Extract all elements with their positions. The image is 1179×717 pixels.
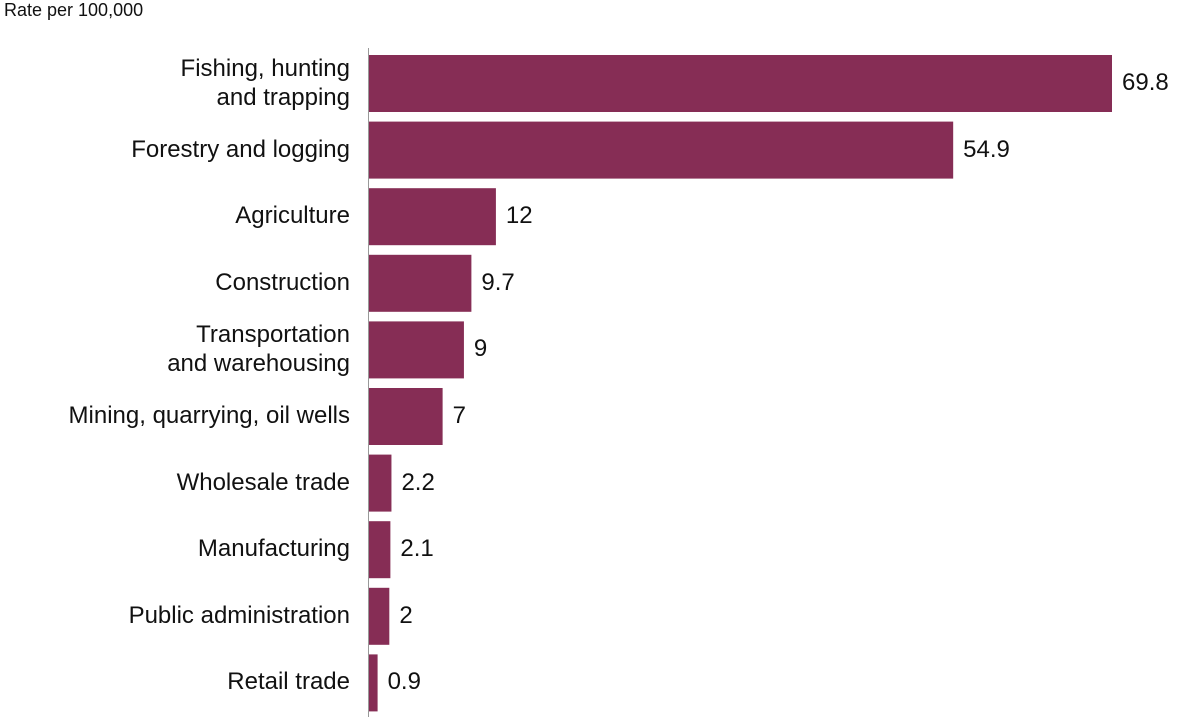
category-label: Public administration xyxy=(128,601,350,629)
value-label: 0.9 xyxy=(387,668,421,696)
category-label: Fishing, hunting and trapping xyxy=(180,54,350,111)
value-label: 2.1 xyxy=(400,535,434,563)
bar xyxy=(369,388,443,445)
category-label: Forestry and logging xyxy=(131,135,350,163)
category-label: Mining, quarrying, oil wells xyxy=(68,402,350,430)
value-label: 7 xyxy=(452,402,466,430)
category-label: Retail trade xyxy=(227,668,350,696)
bar xyxy=(369,587,390,645)
bar xyxy=(369,121,954,179)
category-label: Manufacturing xyxy=(197,535,350,563)
value-label: 9.7 xyxy=(481,268,515,296)
value-label: 9 xyxy=(473,335,488,363)
value-label: 2.2 xyxy=(401,468,435,496)
category-label: Wholesale trade xyxy=(176,468,350,496)
bar xyxy=(369,254,472,312)
category-label: Agriculture xyxy=(235,202,350,230)
bar xyxy=(369,321,464,379)
bar xyxy=(369,55,1112,112)
category-label: Construction xyxy=(215,268,350,296)
chart-title: Rate per 100,000 xyxy=(4,0,144,20)
category-label: Transportation and warehousing xyxy=(167,321,350,377)
value-label: 2 xyxy=(399,601,413,629)
bar xyxy=(369,188,496,246)
bar xyxy=(369,521,391,579)
bar xyxy=(369,654,378,712)
bar xyxy=(369,454,392,512)
value-label: 69.8 xyxy=(1122,69,1169,97)
value-label: 12 xyxy=(505,202,533,230)
value-label: 54.9 xyxy=(963,135,1010,163)
